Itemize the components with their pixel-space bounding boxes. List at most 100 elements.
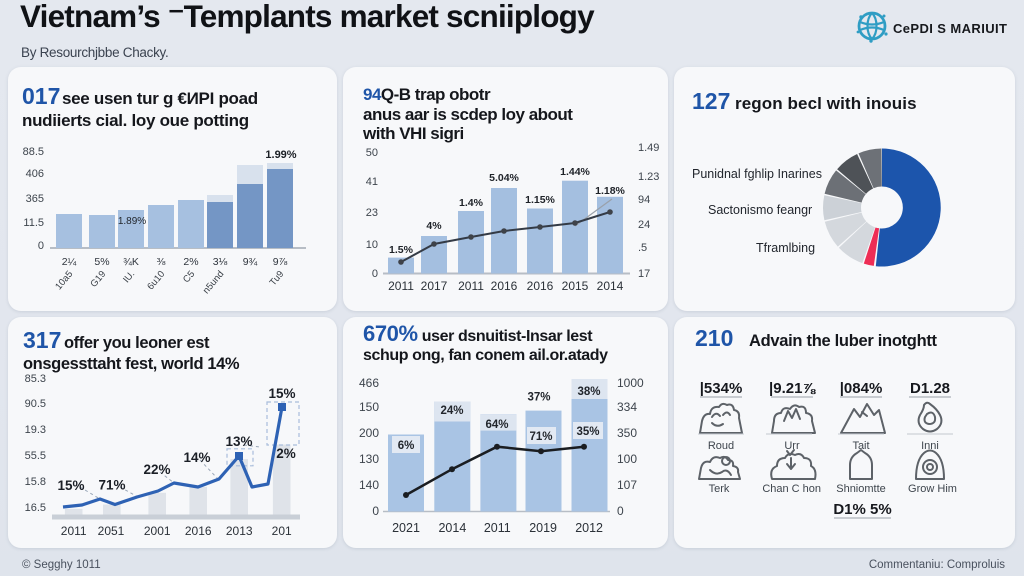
svg-text:140: 140 bbox=[359, 478, 379, 492]
svg-text:5%: 5% bbox=[94, 256, 109, 268]
svg-text:90.5: 90.5 bbox=[25, 398, 46, 410]
svg-text:6u10: 6u10 bbox=[145, 269, 167, 292]
svg-text:2016: 2016 bbox=[491, 279, 518, 293]
svg-text:365: 365 bbox=[26, 193, 44, 205]
svg-text:D1% 5%: D1% 5% bbox=[833, 501, 891, 518]
svg-text:150: 150 bbox=[359, 400, 379, 414]
svg-text:24: 24 bbox=[638, 219, 650, 231]
svg-text:Shniomtte: Shniomtte bbox=[836, 483, 886, 495]
svg-text:2011: 2011 bbox=[61, 524, 87, 538]
svg-text:Tait: Tait bbox=[852, 440, 869, 452]
svg-text:regon becl with inouis: regon becl with inouis bbox=[735, 94, 917, 113]
svg-text:130: 130 bbox=[359, 452, 379, 466]
svg-text:127: 127 bbox=[692, 88, 730, 114]
svg-text:55.5: 55.5 bbox=[25, 450, 46, 462]
svg-text:100: 100 bbox=[617, 452, 637, 466]
svg-text:2016: 2016 bbox=[527, 279, 554, 293]
svg-text:nudiierts cial. loy oue pottin: nudiierts cial. loy oue potting bbox=[22, 111, 249, 130]
svg-text:0: 0 bbox=[372, 268, 378, 280]
svg-text:Advain the luber inotghtt: Advain the luber inotghtt bbox=[749, 332, 938, 350]
svg-text:1.4%: 1.4% bbox=[459, 197, 484, 209]
svg-text:2014: 2014 bbox=[438, 521, 466, 535]
svg-text:466: 466 bbox=[359, 376, 379, 390]
svg-text:210: 210 bbox=[695, 325, 733, 351]
svg-text:1.99%: 1.99% bbox=[265, 149, 296, 161]
svg-text:schup ong, fan conem ail.or.at: schup ong, fan conem ail.or.atady bbox=[363, 347, 608, 364]
svg-text:|9.21⅞: |9.21⅞ bbox=[769, 380, 816, 397]
svg-text:1.89%: 1.89% bbox=[118, 216, 146, 227]
svg-text:38%: 38% bbox=[577, 386, 600, 398]
svg-text:2012: 2012 bbox=[575, 521, 603, 535]
svg-text:2%: 2% bbox=[183, 256, 198, 268]
svg-text:94: 94 bbox=[638, 194, 650, 206]
svg-text:Inni: Inni bbox=[921, 440, 939, 452]
svg-text:D1.28: D1.28 bbox=[910, 380, 950, 397]
svg-text:64%: 64% bbox=[485, 419, 508, 431]
svg-text:71%: 71% bbox=[529, 431, 552, 443]
svg-text:1.18%: 1.18% bbox=[595, 185, 625, 197]
svg-text:5.04%: 5.04% bbox=[489, 172, 519, 184]
svg-text:Sactonismo feangr: Sactonismo feangr bbox=[708, 203, 812, 217]
svg-text:2013: 2013 bbox=[226, 524, 253, 538]
svg-text:1.15%: 1.15% bbox=[525, 194, 555, 206]
svg-text:C5: C5 bbox=[181, 269, 197, 285]
svg-text:2021: 2021 bbox=[392, 521, 420, 535]
svg-text:0: 0 bbox=[372, 504, 379, 518]
svg-text:Grow Him: Grow Him bbox=[908, 483, 957, 495]
svg-text:670% user dsnuitist-Insar lest: 670% user dsnuitist-Insar lest bbox=[363, 321, 593, 346]
svg-text:0: 0 bbox=[617, 504, 624, 518]
svg-text:1.49: 1.49 bbox=[638, 142, 659, 154]
svg-text:Urr: Urr bbox=[784, 440, 800, 452]
svg-text:Punidnal fghlip Inarines: Punidnal fghlip Inarines bbox=[692, 167, 822, 181]
svg-text:23: 23 bbox=[366, 207, 378, 219]
svg-text:Tu9: Tu9 bbox=[268, 269, 287, 288]
svg-text:41: 41 bbox=[366, 176, 378, 188]
svg-text:2051: 2051 bbox=[98, 524, 125, 538]
svg-text:200: 200 bbox=[359, 426, 379, 440]
svg-text:9⅞: 9⅞ bbox=[273, 256, 288, 268]
svg-text:50: 50 bbox=[366, 147, 378, 159]
svg-text:2017: 2017 bbox=[421, 279, 448, 293]
svg-text:2001: 2001 bbox=[144, 524, 171, 538]
svg-text:¾K: ¾K bbox=[123, 256, 139, 268]
svg-text:Roud: Roud bbox=[708, 440, 734, 452]
svg-text:334: 334 bbox=[617, 400, 637, 414]
svg-text:15%: 15% bbox=[57, 478, 84, 493]
svg-text:201: 201 bbox=[272, 524, 292, 538]
svg-text:22%: 22% bbox=[143, 462, 170, 477]
svg-text:35%: 35% bbox=[576, 426, 599, 438]
svg-text:71%: 71% bbox=[98, 478, 125, 493]
svg-text:1000: 1000 bbox=[617, 376, 644, 390]
svg-text:1.5%: 1.5% bbox=[389, 244, 414, 256]
svg-text:19.3: 19.3 bbox=[25, 424, 46, 436]
svg-text:2014: 2014 bbox=[597, 279, 624, 293]
svg-text:14%: 14% bbox=[183, 450, 210, 465]
svg-text:10: 10 bbox=[366, 239, 378, 251]
svg-text:2¼: 2¼ bbox=[62, 256, 77, 268]
svg-text:IU.: IU. bbox=[121, 269, 137, 285]
svg-text:anus aar is scdep loy about: anus aar is scdep loy about bbox=[363, 105, 573, 124]
svg-text:|084%: |084% bbox=[840, 380, 883, 397]
svg-text:15%: 15% bbox=[268, 386, 295, 401]
svg-text:94Q-B trap obotr: 94Q-B trap obotr bbox=[363, 85, 491, 104]
svg-text:with VHI sigri: with VHI sigri bbox=[362, 124, 464, 143]
svg-text:88.5: 88.5 bbox=[23, 146, 44, 158]
svg-text:4%: 4% bbox=[426, 220, 442, 232]
svg-text:406: 406 bbox=[26, 168, 44, 180]
svg-text:2%: 2% bbox=[276, 446, 296, 461]
svg-text:0: 0 bbox=[38, 240, 44, 252]
svg-text:1.23: 1.23 bbox=[638, 171, 659, 183]
svg-text:11.5: 11.5 bbox=[23, 217, 44, 229]
svg-text:3⅛: 3⅛ bbox=[213, 256, 228, 268]
svg-text:G19: G19 bbox=[88, 269, 108, 290]
svg-text:37%: 37% bbox=[527, 392, 550, 404]
svg-text:2011: 2011 bbox=[458, 279, 484, 293]
svg-text:⅜: ⅜ bbox=[157, 256, 166, 268]
svg-text:2015: 2015 bbox=[562, 279, 589, 293]
svg-text:offer you leoner est: offer you leoner est bbox=[64, 334, 210, 352]
svg-text:24%: 24% bbox=[440, 405, 463, 417]
svg-text:10a5: 10a5 bbox=[53, 269, 75, 292]
svg-text:350: 350 bbox=[617, 426, 637, 440]
svg-text:n5und: n5und bbox=[201, 269, 226, 296]
svg-text:107: 107 bbox=[617, 478, 637, 492]
